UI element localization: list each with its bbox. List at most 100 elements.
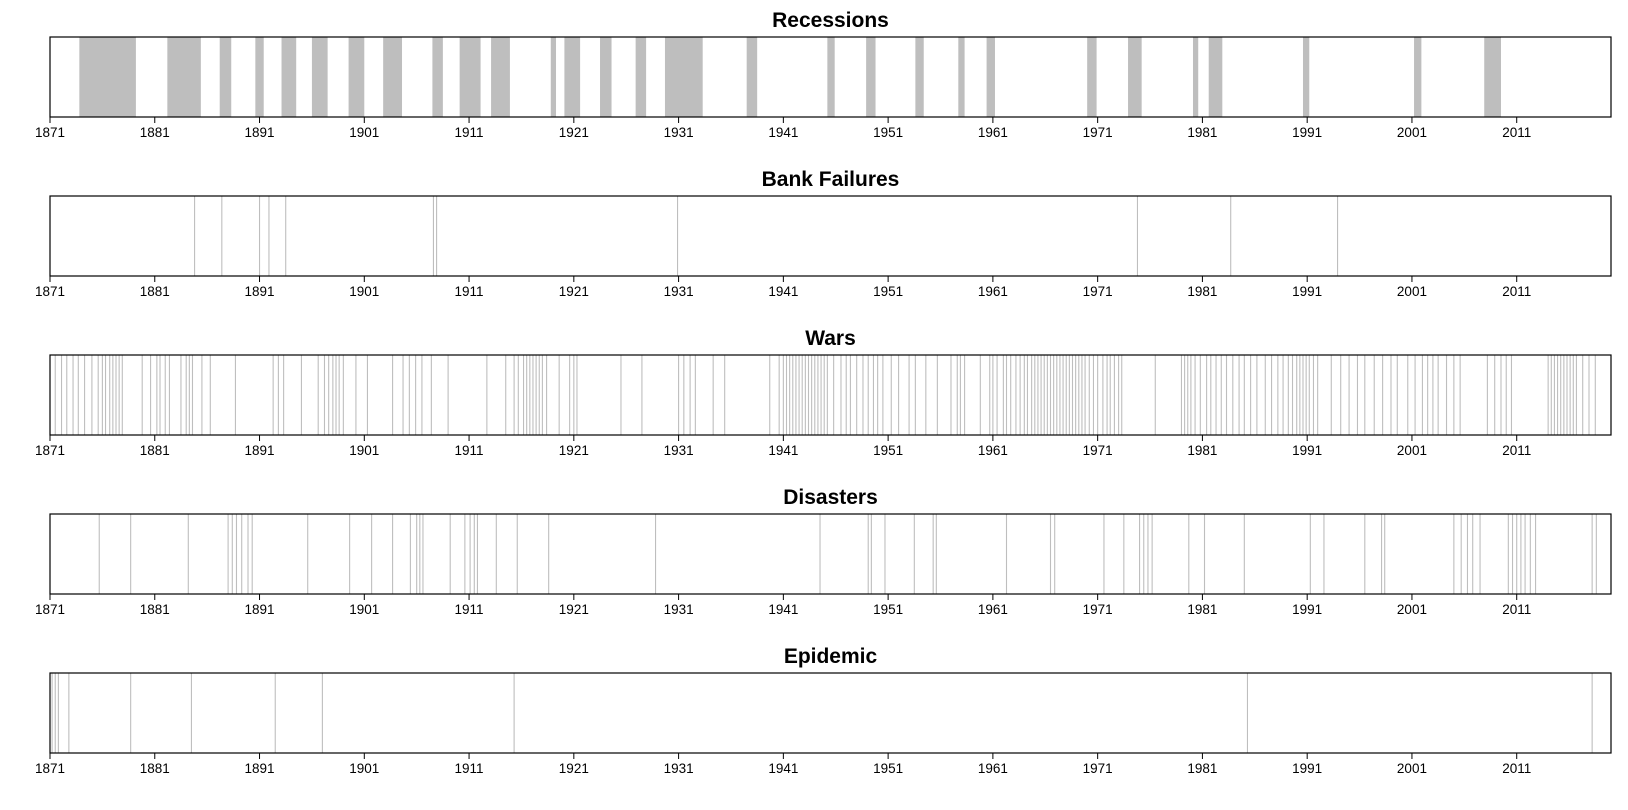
x-tick-label-wars-13: 2001 bbox=[1397, 443, 1427, 458]
x-tick-label-epidemic-7: 1941 bbox=[768, 761, 798, 776]
period-bar-recessions-9 bbox=[459, 37, 481, 117]
x-tick-label-disasters-5: 1921 bbox=[559, 602, 589, 617]
x-tick-label-recessions-4: 1911 bbox=[455, 125, 484, 140]
plot-frame-bank-failures bbox=[49, 195, 1612, 277]
x-tick-label-epidemic-9: 1961 bbox=[978, 761, 1008, 776]
period-bar-recessions-5 bbox=[311, 37, 328, 117]
panel-title-epidemic: Epidemic bbox=[784, 645, 878, 668]
period-bar-recessions-8 bbox=[432, 37, 443, 117]
x-tick-label-disasters-4: 1911 bbox=[455, 602, 484, 617]
x-tick-label-disasters-1: 1881 bbox=[140, 602, 170, 617]
x-tick-label-epidemic-8: 1951 bbox=[873, 761, 903, 776]
period-bar-recessions-20 bbox=[958, 37, 965, 117]
x-tick-label-disasters-9: 1961 bbox=[978, 602, 1008, 617]
x-tick-label-bank-failures-13: 2001 bbox=[1397, 284, 1427, 299]
period-bar-recessions-13 bbox=[600, 37, 612, 117]
period-bar-recessions-0 bbox=[79, 37, 136, 117]
x-tick-label-disasters-0: 1871 bbox=[35, 602, 65, 617]
x-tick-label-recessions-3: 1901 bbox=[349, 125, 379, 140]
panel-epidemic: Epidemic 1871 1881 1891 1901 1911 1921 1931 1941… bbox=[35, 645, 1612, 776]
x-tick-label-wars-8: 1951 bbox=[873, 443, 903, 458]
x-tick-label-disasters-2: 1891 bbox=[245, 602, 275, 617]
period-bar-recessions-19 bbox=[915, 37, 924, 117]
x-tick-label-disasters-13: 2001 bbox=[1397, 602, 1427, 617]
x-tick-label-recessions-9: 1961 bbox=[978, 125, 1008, 140]
period-bar-recessions-21 bbox=[986, 37, 995, 117]
period-bar-recessions-28 bbox=[1484, 37, 1501, 117]
x-tick-label-recessions-6: 1931 bbox=[664, 125, 694, 140]
x-tick-label-epidemic-2: 1891 bbox=[245, 761, 275, 776]
period-bar-recessions-10 bbox=[491, 37, 510, 117]
period-bar-recessions-24 bbox=[1192, 37, 1199, 117]
period-bar-recessions-4 bbox=[281, 37, 297, 117]
x-tick-label-epidemic-13: 2001 bbox=[1397, 761, 1427, 776]
x-tick-label-bank-failures-10: 1971 bbox=[1083, 284, 1113, 299]
x-tick-label-recessions-0: 1871 bbox=[35, 125, 65, 140]
period-bar-recessions-14 bbox=[635, 37, 647, 117]
x-tick-label-epidemic-5: 1921 bbox=[559, 761, 589, 776]
period-bar-recessions-11 bbox=[550, 37, 557, 117]
period-bar-recessions-25 bbox=[1208, 37, 1223, 117]
plot-frame-wars bbox=[49, 354, 1612, 436]
x-tick-label-recessions-7: 1941 bbox=[768, 125, 798, 140]
x-tick-label-recessions-5: 1921 bbox=[559, 125, 589, 140]
period-bar-recessions-7 bbox=[383, 37, 403, 117]
x-tick-label-wars-7: 1941 bbox=[768, 443, 798, 458]
x-tick-label-wars-1: 1881 bbox=[140, 443, 170, 458]
x-tick-label-disasters-6: 1931 bbox=[664, 602, 694, 617]
x-tick-label-recessions-12: 1991 bbox=[1292, 125, 1322, 140]
x-tick-label-bank-failures-1: 1881 bbox=[140, 284, 170, 299]
x-tick-label-recessions-2: 1891 bbox=[245, 125, 275, 140]
plot-frame-epidemic bbox=[49, 672, 1612, 754]
x-tick-label-bank-failures-8: 1951 bbox=[873, 284, 903, 299]
period-bar-recessions-16 bbox=[746, 37, 758, 117]
period-bar-recessions-18 bbox=[866, 37, 876, 117]
x-tick-label-wars-14: 2011 bbox=[1502, 443, 1531, 458]
x-tick-label-wars-6: 1931 bbox=[664, 443, 694, 458]
period-bar-recessions-3 bbox=[255, 37, 264, 117]
period-bar-recessions-15 bbox=[664, 37, 703, 117]
x-tick-label-epidemic-4: 1911 bbox=[455, 761, 484, 776]
x-tick-label-disasters-3: 1901 bbox=[349, 602, 379, 617]
x-tick-label-bank-failures-11: 1981 bbox=[1187, 284, 1217, 299]
panel-disasters: Disasters 1871 1881 1891 1901 1911 1921 1931 194… bbox=[35, 486, 1612, 617]
x-tick-label-epidemic-0: 1871 bbox=[35, 761, 65, 776]
panel-title-disasters: Disasters bbox=[783, 486, 878, 509]
period-bar-recessions-12 bbox=[564, 37, 581, 117]
x-tick-label-bank-failures-9: 1961 bbox=[978, 284, 1008, 299]
panel-recessions: Recessions 1871 1881 1891 1901 1911 1921 1931 19… bbox=[35, 9, 1612, 140]
x-tick-label-wars-9: 1961 bbox=[978, 443, 1008, 458]
x-tick-label-wars-4: 1911 bbox=[455, 443, 484, 458]
panel-bank-failures: Bank Failures 1871 1881 1891 1901 1911 1921 193… bbox=[35, 168, 1612, 299]
panel-title-wars: Wars bbox=[805, 327, 856, 350]
x-tick-label-bank-failures-3: 1901 bbox=[349, 284, 379, 299]
x-tick-label-disasters-14: 2011 bbox=[1502, 602, 1531, 617]
x-tick-label-disasters-10: 1971 bbox=[1083, 602, 1113, 617]
x-tick-label-bank-failures-4: 1911 bbox=[455, 284, 484, 299]
x-tick-label-wars-11: 1981 bbox=[1187, 443, 1217, 458]
period-bar-recessions-17 bbox=[827, 37, 835, 117]
x-tick-label-epidemic-1: 1881 bbox=[140, 761, 170, 776]
x-tick-label-epidemic-11: 1981 bbox=[1187, 761, 1217, 776]
x-tick-label-recessions-14: 2011 bbox=[1502, 125, 1531, 140]
plot-frame-disasters bbox=[49, 513, 1612, 595]
period-bar-recessions-1 bbox=[167, 37, 201, 117]
x-tick-label-wars-10: 1971 bbox=[1083, 443, 1113, 458]
period-bar-recessions-22 bbox=[1087, 37, 1097, 117]
x-tick-label-wars-2: 1891 bbox=[245, 443, 275, 458]
x-tick-label-epidemic-12: 1991 bbox=[1292, 761, 1322, 776]
x-tick-label-recessions-13: 2001 bbox=[1397, 125, 1427, 140]
x-tick-label-epidemic-14: 2011 bbox=[1502, 761, 1531, 776]
x-tick-label-bank-failures-14: 2011 bbox=[1502, 284, 1531, 299]
x-tick-label-bank-failures-5: 1921 bbox=[559, 284, 589, 299]
period-bar-recessions-23 bbox=[1128, 37, 1142, 117]
x-tick-label-bank-failures-6: 1931 bbox=[664, 284, 694, 299]
x-tick-label-epidemic-10: 1971 bbox=[1083, 761, 1113, 776]
period-bar-recessions-27 bbox=[1414, 37, 1422, 117]
x-tick-label-wars-3: 1901 bbox=[349, 443, 379, 458]
plot-frame-recessions bbox=[49, 36, 1612, 118]
x-tick-label-recessions-1: 1881 bbox=[140, 125, 170, 140]
x-tick-label-disasters-8: 1951 bbox=[873, 602, 903, 617]
x-tick-label-bank-failures-0: 1871 bbox=[35, 284, 65, 299]
